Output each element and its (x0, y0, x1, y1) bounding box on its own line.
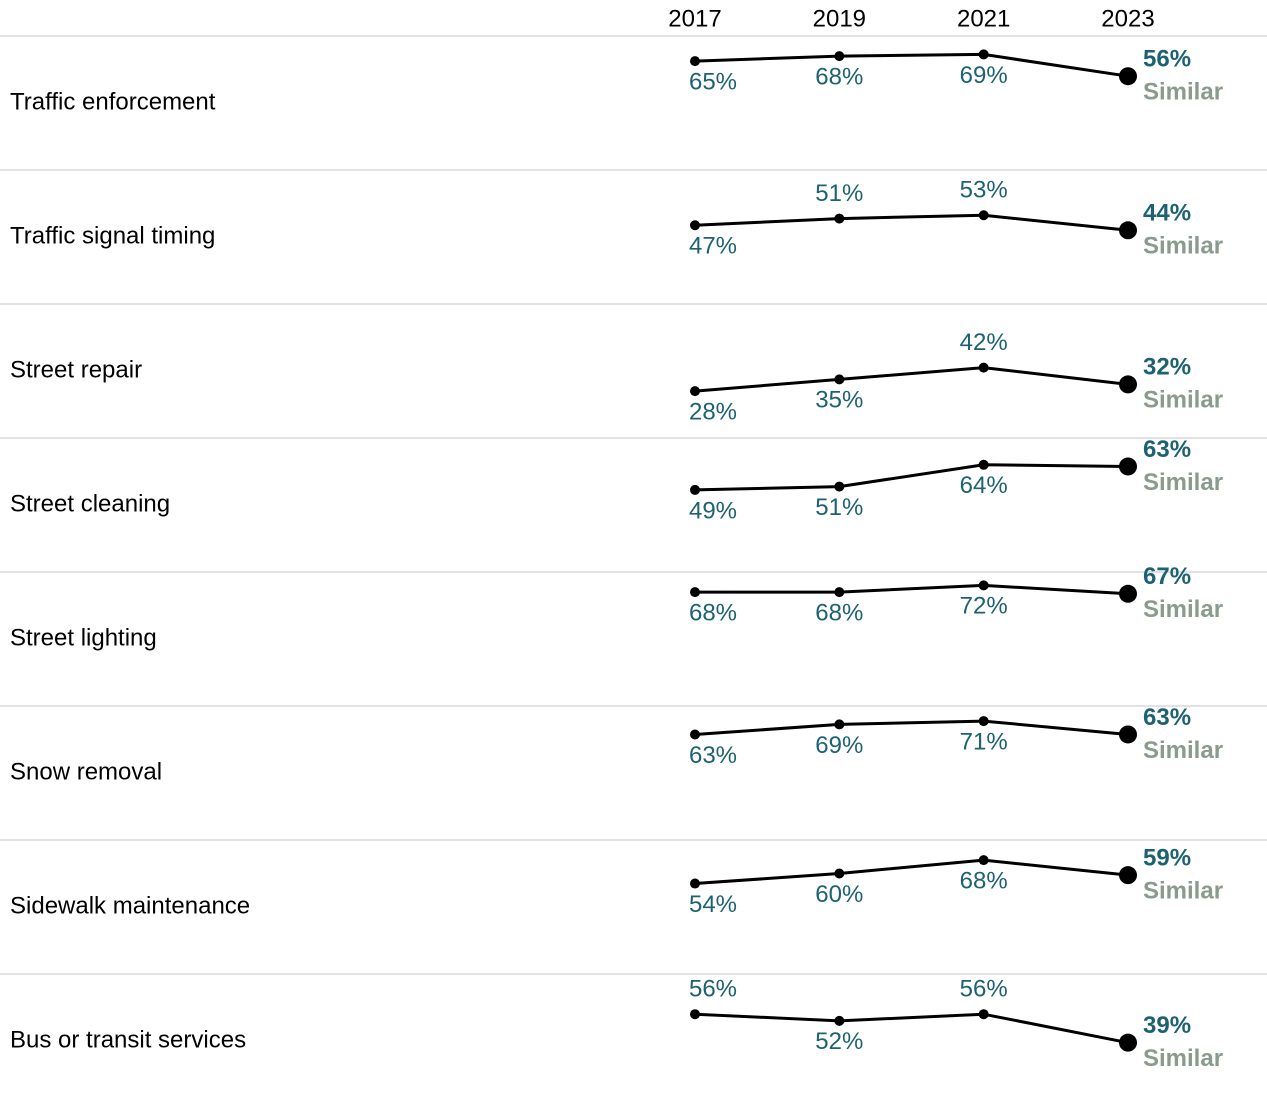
latest-value-label: 39% (1143, 1012, 1191, 1039)
data-point (690, 484, 700, 495)
data-point (978, 1009, 989, 1020)
data-point (834, 481, 845, 492)
data-point (834, 213, 845, 224)
trend-line (694, 1012, 1129, 1045)
data-point (978, 855, 989, 866)
row-label: Traffic enforcement (10, 88, 216, 115)
data-point (1119, 221, 1137, 240)
row-label: Traffic signal timing (10, 222, 215, 249)
data-point (978, 362, 989, 373)
value-label: 69% (960, 62, 1008, 89)
data-point (1119, 375, 1137, 394)
trend-label: Similar (1143, 1045, 1223, 1072)
value-label: 52% (815, 1028, 863, 1055)
row-label: Street cleaning (10, 490, 170, 517)
value-label: 28% (689, 398, 737, 425)
data-point (690, 878, 700, 889)
trend-line (694, 463, 1129, 492)
value-label: 68% (960, 867, 1008, 894)
x-tick-label: 2023 (1101, 5, 1154, 32)
value-label: 63% (689, 742, 737, 769)
x-tick-label: 2019 (813, 5, 866, 32)
value-label: 69% (815, 732, 863, 759)
data-point (690, 220, 700, 231)
data-point (978, 459, 989, 470)
data-point (690, 729, 700, 740)
row-label: Street repair (10, 356, 142, 383)
data-point (1119, 1033, 1137, 1052)
data-point (978, 49, 989, 60)
trend-line (694, 52, 1129, 78)
latest-value-label: 56% (1143, 46, 1191, 73)
value-label: 51% (815, 180, 863, 207)
row-label: Sidewalk maintenance (10, 892, 250, 919)
latest-value-label: 59% (1143, 845, 1191, 872)
value-label: 42% (960, 329, 1008, 356)
row-label: Snow removal (10, 758, 162, 785)
data-point (1119, 866, 1137, 885)
value-label: 68% (815, 63, 863, 90)
data-point (834, 719, 845, 730)
data-point (1119, 584, 1137, 603)
value-label: 65% (689, 68, 737, 95)
data-point (834, 587, 845, 598)
trend-line (695, 583, 1129, 596)
value-label: 68% (689, 599, 737, 626)
trend-line (694, 366, 1129, 393)
value-label: 56% (960, 976, 1008, 1003)
trend-label: Similar (1143, 878, 1223, 905)
value-label: 72% (960, 593, 1008, 620)
value-label: 56% (689, 976, 737, 1003)
trend-label: Similar (1143, 596, 1223, 623)
trend-label: Similar (1143, 387, 1223, 414)
trend-label: Similar (1143, 233, 1223, 260)
trend-line (694, 719, 1129, 736)
row-label: Street lighting (10, 624, 157, 651)
latest-value-label: 63% (1143, 704, 1191, 731)
data-point (690, 587, 700, 598)
trend-label: Similar (1143, 737, 1223, 764)
latest-value-label: 44% (1143, 200, 1191, 227)
data-point (690, 386, 700, 397)
value-label: 54% (689, 891, 737, 918)
value-label: 64% (960, 472, 1008, 499)
data-point (690, 56, 700, 67)
data-point (690, 1009, 700, 1020)
data-point (978, 580, 989, 591)
value-label: 47% (689, 233, 737, 260)
latest-value-label: 63% (1143, 436, 1191, 463)
value-label: 53% (960, 177, 1008, 204)
x-tick-label: 2021 (957, 5, 1010, 32)
trend-line (694, 213, 1129, 232)
value-label: 51% (815, 494, 863, 521)
data-point (978, 210, 989, 221)
value-label: 35% (815, 387, 863, 414)
data-point (834, 374, 845, 385)
trend-label: Similar (1143, 469, 1223, 496)
data-point (834, 1015, 845, 1026)
data-point (1119, 725, 1137, 744)
value-label: 71% (960, 728, 1008, 755)
data-point (1119, 457, 1137, 476)
data-point (834, 868, 845, 879)
data-point (978, 716, 989, 727)
data-point (834, 51, 845, 62)
value-label: 60% (815, 881, 863, 908)
value-label: 68% (815, 599, 863, 626)
row-label: Bus or transit services (10, 1026, 246, 1053)
latest-value-label: 67% (1143, 563, 1191, 590)
trend-label: Similar (1143, 79, 1223, 106)
data-point (1119, 67, 1137, 86)
value-label: 49% (689, 497, 737, 524)
latest-value-label: 32% (1143, 354, 1191, 381)
trend-line (694, 858, 1129, 886)
x-tick-label: 2017 (668, 5, 721, 32)
